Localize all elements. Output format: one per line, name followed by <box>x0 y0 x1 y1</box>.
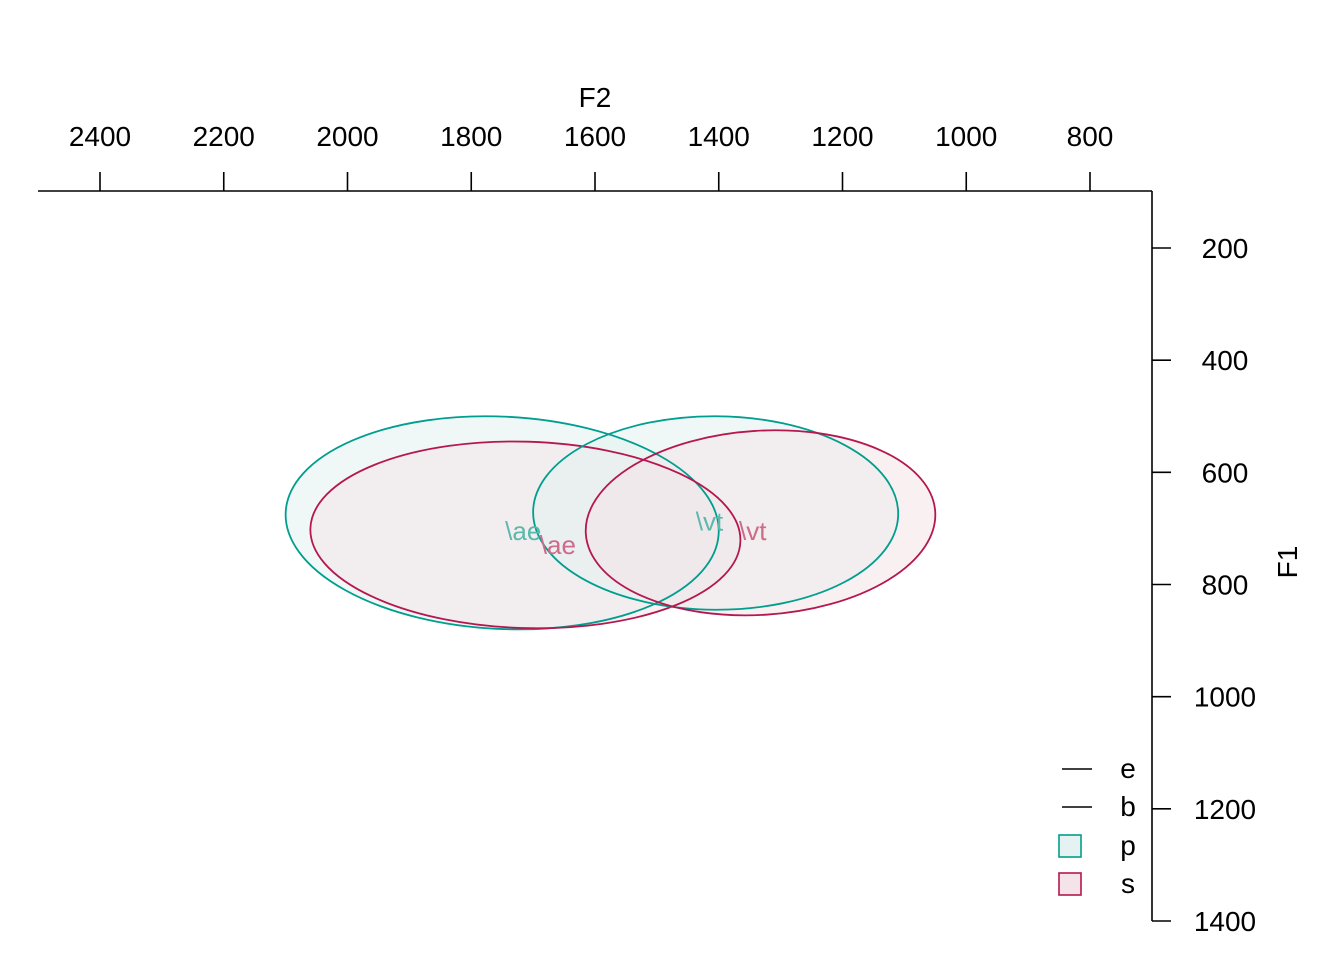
vowel-label-s: \ae <box>540 530 576 560</box>
legend-label: b <box>1120 791 1136 822</box>
ellipses-layer <box>284 415 937 631</box>
x-tick-label: 1200 <box>811 121 873 152</box>
legend-label: s <box>1121 868 1135 899</box>
x-tick-label: 1600 <box>564 121 626 152</box>
y-tick-label: 200 <box>1202 233 1249 264</box>
x-tick-label: 1000 <box>935 121 997 152</box>
legend-box-symbol <box>1058 872 1082 896</box>
ellipse-outline-p <box>532 415 900 611</box>
y-tick-label: 1200 <box>1194 794 1256 825</box>
vowel-label-s: \vt <box>739 516 767 546</box>
x-tick-label: 800 <box>1067 121 1114 152</box>
x-tick-label: 2200 <box>193 121 255 152</box>
x-tick-label: 2400 <box>69 121 131 152</box>
ellipse-outline-s <box>584 429 937 617</box>
y-tick-label: 800 <box>1202 570 1249 601</box>
legend-box-symbol <box>1058 834 1082 858</box>
y-tick-label: 1400 <box>1194 906 1256 937</box>
vowel-label-p: \vt <box>696 507 724 537</box>
y-tick-label: 400 <box>1202 345 1249 376</box>
y-axis-title: F1 <box>1272 546 1303 579</box>
y-axis: 200 400 600 800 1000 1200 1400 F1 <box>1151 191 1303 937</box>
x-axis-title: F2 <box>579 82 612 113</box>
y-tick-label: 1000 <box>1194 682 1256 713</box>
x-tick-label: 1400 <box>688 121 750 152</box>
legend-label: p <box>1120 830 1136 861</box>
ellipse-outline-s <box>309 440 742 630</box>
x-tick-label: 2000 <box>316 121 378 152</box>
legend-label: e <box>1120 753 1136 784</box>
ellipse-outline-p <box>284 415 720 631</box>
x-axis: 2400 2200 2000 1800 1600 1400 1200 1000 800 F2 <box>38 82 1152 192</box>
y-tick-label: 600 <box>1202 457 1249 488</box>
vowel-label-p: \ae <box>505 516 541 546</box>
ellipse-fill-s <box>585 430 936 616</box>
vowel-labels: \ae\ae \vt \vt <box>505 507 767 561</box>
x-tick-label: 1800 <box>440 121 502 152</box>
